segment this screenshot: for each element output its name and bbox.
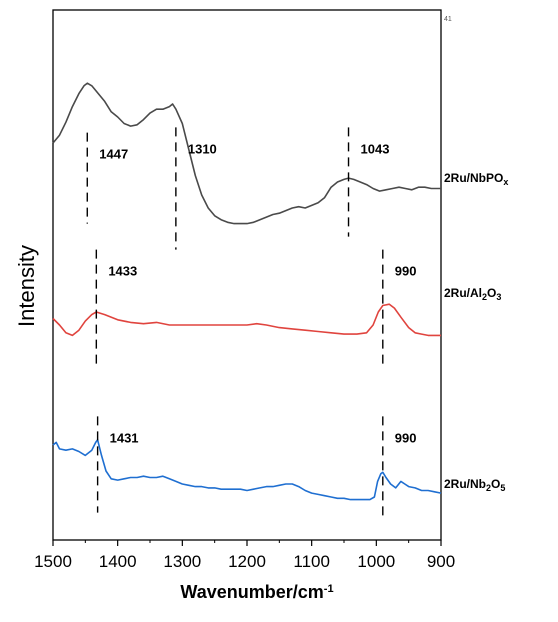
- peak-label-0: 1447: [99, 147, 128, 162]
- peak-label-6: 990: [395, 430, 417, 445]
- peak-label-1: 1310: [188, 141, 217, 156]
- x-tick-label-0: 1500: [34, 552, 72, 571]
- x-axis-title: Wavenumber/cm-1: [180, 582, 333, 602]
- peak-label-4: 990: [395, 264, 417, 279]
- series-label-2: 2Ru/Nb2O5: [444, 477, 505, 493]
- series-label-layer: 2Ru/NbPOx 2Ru/Al2O3 2Ru/Nb2O5: [444, 171, 508, 493]
- peak-label-3: 1433: [108, 264, 137, 279]
- series-line-2: [52, 439, 442, 501]
- x-tick-label-6: 900: [427, 552, 455, 571]
- peak-label-5: 1431: [110, 430, 139, 445]
- series-line-0: [52, 82, 441, 225]
- series-label-0: 2Ru/NbPOx: [444, 171, 508, 187]
- peak-marker-layer: 1447 1310 1043 1433 990 1431 990: [86, 127, 417, 521]
- x-tick-label-5: 1000: [357, 552, 395, 571]
- x-tick-label-1: 1400: [99, 552, 137, 571]
- series-label-1: 2Ru/Al2O3: [444, 286, 501, 302]
- peak-label-2: 1043: [361, 141, 390, 156]
- series-line-1: [52, 303, 441, 337]
- x-axis: 1500 1400 1300 1200 1100 1000 900: [34, 540, 455, 571]
- series-layer: [52, 82, 442, 501]
- x-tick-label-2: 1300: [163, 552, 201, 571]
- x-tick-label-3: 1200: [228, 552, 266, 571]
- y-axis-title: Intensity: [14, 245, 39, 327]
- corner-mark: 41: [444, 16, 452, 23]
- x-tick-label-4: 1100: [293, 552, 330, 571]
